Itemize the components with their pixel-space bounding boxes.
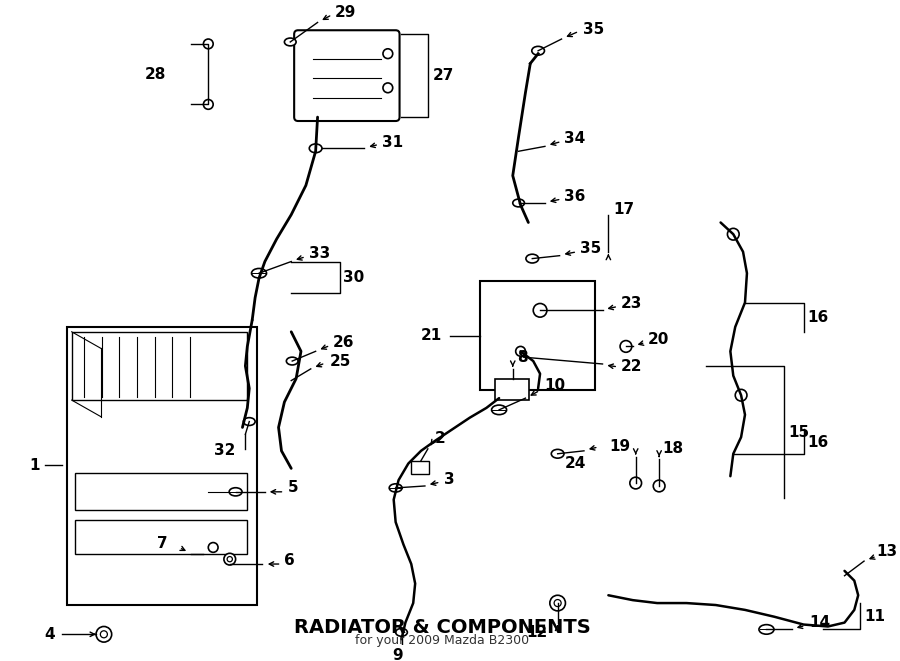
- Text: 8: 8: [517, 350, 527, 365]
- Ellipse shape: [513, 199, 525, 207]
- Text: 26: 26: [333, 335, 355, 350]
- Text: 25: 25: [329, 354, 351, 369]
- Text: 16: 16: [807, 434, 829, 449]
- Text: RADIATOR & COMPONENTS: RADIATOR & COMPONENTS: [294, 618, 591, 637]
- Text: 30: 30: [343, 270, 364, 285]
- Text: 19: 19: [609, 440, 631, 454]
- Circle shape: [630, 477, 642, 489]
- Ellipse shape: [243, 418, 255, 426]
- Circle shape: [727, 228, 739, 240]
- Text: 4: 4: [44, 627, 55, 642]
- Circle shape: [203, 100, 213, 109]
- Ellipse shape: [230, 488, 242, 496]
- Text: 1: 1: [29, 458, 40, 473]
- Bar: [67, 327, 257, 605]
- Ellipse shape: [310, 144, 322, 153]
- Text: 35: 35: [580, 241, 601, 256]
- Text: 23: 23: [621, 296, 643, 311]
- Circle shape: [533, 303, 547, 317]
- Text: 5: 5: [288, 481, 299, 496]
- Text: 28: 28: [145, 67, 166, 82]
- Circle shape: [653, 480, 665, 492]
- Polygon shape: [72, 332, 248, 400]
- Ellipse shape: [532, 46, 544, 55]
- Ellipse shape: [396, 629, 408, 637]
- Ellipse shape: [491, 405, 507, 414]
- Text: 2: 2: [435, 431, 446, 446]
- Text: 16: 16: [807, 309, 829, 325]
- Text: 24: 24: [564, 456, 586, 471]
- Text: 9: 9: [392, 648, 403, 661]
- Circle shape: [203, 39, 213, 49]
- Circle shape: [208, 543, 218, 553]
- Text: 7: 7: [157, 536, 167, 551]
- Text: 22: 22: [621, 360, 643, 374]
- Text: 3: 3: [445, 472, 455, 486]
- Text: 32: 32: [214, 444, 236, 458]
- Ellipse shape: [284, 38, 296, 46]
- Circle shape: [735, 389, 747, 401]
- Bar: [411, 461, 428, 474]
- Text: 13: 13: [877, 544, 898, 559]
- Circle shape: [620, 340, 632, 352]
- Text: 12: 12: [526, 625, 548, 640]
- Circle shape: [96, 627, 112, 642]
- Text: 17: 17: [613, 202, 634, 217]
- Circle shape: [550, 596, 565, 611]
- Ellipse shape: [286, 357, 298, 365]
- Text: 29: 29: [335, 5, 356, 20]
- Text: 6: 6: [284, 553, 295, 568]
- Circle shape: [383, 49, 392, 59]
- Circle shape: [554, 600, 561, 607]
- Text: 31: 31: [382, 135, 403, 150]
- Text: 20: 20: [647, 332, 669, 347]
- Text: 33: 33: [309, 246, 330, 261]
- Text: for your 2009 Mazda B2300: for your 2009 Mazda B2300: [356, 634, 529, 646]
- Text: 11: 11: [864, 609, 885, 624]
- Ellipse shape: [759, 625, 774, 634]
- Circle shape: [516, 346, 526, 356]
- Circle shape: [383, 83, 392, 93]
- Text: 34: 34: [564, 131, 586, 146]
- FancyBboxPatch shape: [294, 30, 400, 121]
- Bar: [75, 520, 248, 555]
- Ellipse shape: [552, 449, 564, 458]
- Text: 10: 10: [544, 378, 565, 393]
- Text: 15: 15: [788, 425, 809, 440]
- Ellipse shape: [251, 268, 266, 278]
- Ellipse shape: [389, 484, 402, 492]
- Text: 36: 36: [564, 188, 586, 204]
- Bar: [495, 379, 529, 400]
- Ellipse shape: [526, 254, 538, 263]
- Circle shape: [101, 631, 107, 638]
- Text: 27: 27: [433, 68, 454, 83]
- Text: 35: 35: [583, 22, 604, 37]
- Circle shape: [224, 553, 236, 565]
- Text: 21: 21: [421, 329, 443, 343]
- Text: 14: 14: [809, 615, 831, 630]
- Bar: [480, 281, 595, 391]
- Circle shape: [227, 557, 232, 562]
- Text: 18: 18: [662, 442, 683, 456]
- Bar: [75, 473, 248, 510]
